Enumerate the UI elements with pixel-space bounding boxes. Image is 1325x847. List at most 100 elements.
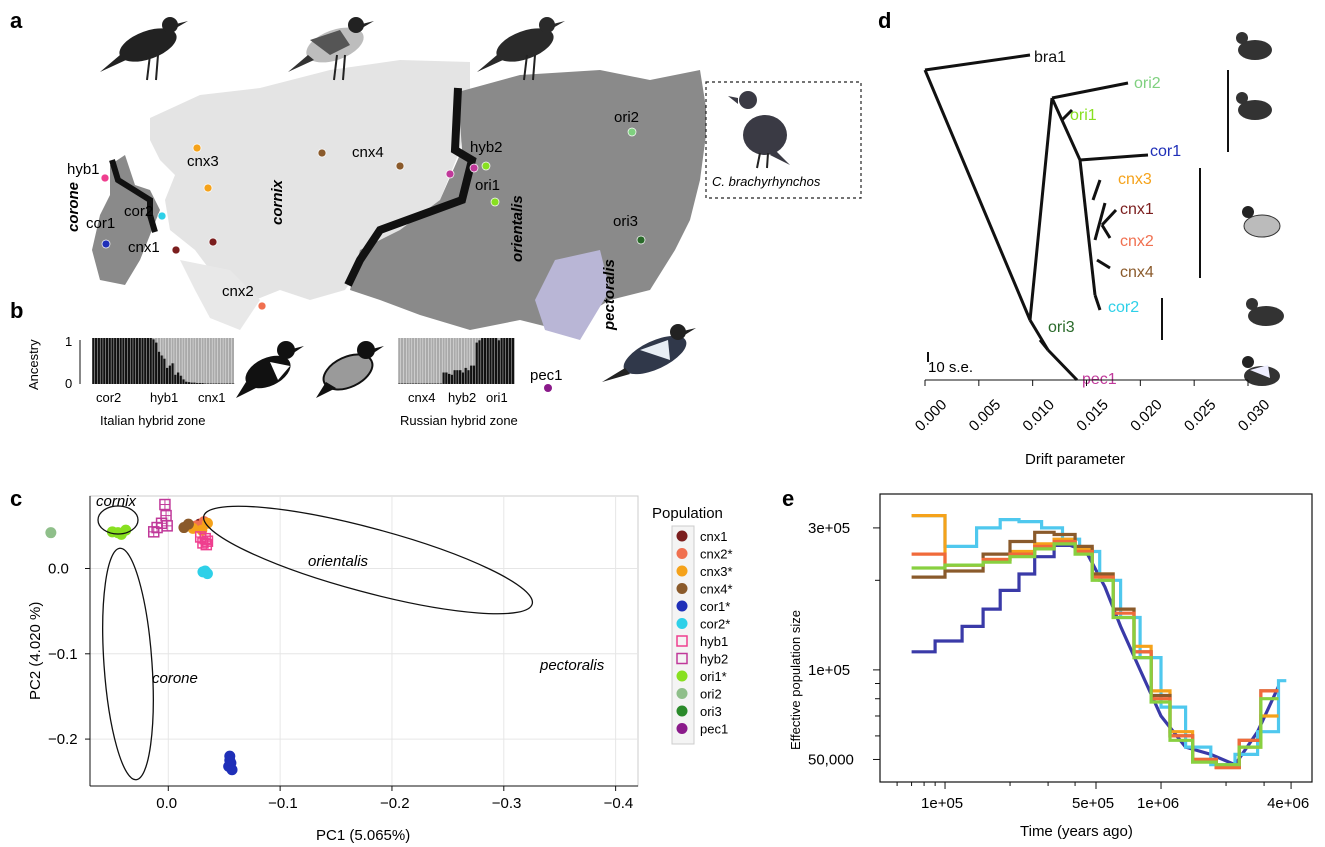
- ancestry-italian-bar: [163, 358, 167, 384]
- ancestry-russian-bar: [447, 373, 451, 384]
- map-site-cnx3: [192, 143, 202, 153]
- tree-clade-bars: [1161, 70, 1229, 340]
- branch-cor1: [1079, 153, 1149, 162]
- panel-c-pca: c cornix orientalis corone pectoralis 0.…: [10, 486, 733, 844]
- ancestry-russian-bar: [491, 338, 495, 384]
- psmc-ytick-label: 1e+05: [808, 662, 850, 679]
- pca-xtick-label: −0.3: [492, 795, 522, 812]
- crow-illustration-orientalis: [477, 17, 565, 81]
- ancestry-italian-bar: [130, 338, 134, 384]
- crow-illustration-pectoralis: [602, 324, 696, 382]
- tree-xtick-label: 0.010: [1019, 396, 1058, 435]
- pca-point-cor1: [224, 754, 236, 766]
- pca-legend-label: cnx4*: [700, 582, 733, 597]
- pca-legend-swatch: [676, 618, 688, 629]
- ancestry-russian-bar: [464, 367, 468, 384]
- pca-legend-swatch: [676, 583, 688, 594]
- pca-xtick-label: −0.1: [268, 795, 298, 812]
- psmc-axes: 1e+05 5e+05 1e+06 4e+06 3e+05 1e+05 50,000: [808, 520, 1309, 812]
- map-site-cor1: [101, 239, 111, 249]
- psmc-line-cor1: [911, 543, 1280, 767]
- ancestry-italian-bar: [201, 383, 205, 384]
- ancestry-italian-bar: [135, 338, 139, 384]
- map-label-ori1: ori1: [475, 177, 500, 194]
- tree-tips: bra1 ori2 ori1 cor1 cnx3 cnx1 cnx2 cnx4 cor2 ori3…: [1034, 49, 1181, 388]
- pca-axes: 0.0 −0.1 −0.2 −0.3 −0.4 0.0 −0.1 −0.2: [48, 496, 638, 812]
- panel-label-c: c: [10, 486, 22, 511]
- ancestry-russian-bar: [502, 338, 507, 384]
- pca-grid: [90, 496, 638, 786]
- pca-xtick-label: −0.4: [604, 795, 634, 812]
- ancestry-plot-russian: [397, 338, 515, 384]
- branch-bra1: [924, 53, 1031, 72]
- pca-legend-swatch: [676, 548, 688, 559]
- tree-tip-cnx2: cnx2: [1120, 233, 1154, 250]
- ancestry-italian-bar: [152, 339, 156, 384]
- ancestry-russian-title: Russian hybrid zone: [400, 413, 518, 428]
- map-site-ori1-2: [481, 161, 491, 171]
- tree-xtick-label: 0.025: [1181, 396, 1220, 435]
- pca-legend-label: hyb2: [700, 652, 728, 667]
- ancestry-russian-group-cnx4: cnx4: [408, 390, 435, 405]
- pca-ellipse-cornix: [97, 505, 139, 535]
- pca-ellipse-corone: [102, 547, 154, 781]
- tree-xtick-label: 0.005: [966, 396, 1005, 435]
- ancestry-italian-bar: [100, 338, 104, 384]
- tree-tip-cnx4: cnx4: [1120, 264, 1154, 281]
- ancestry-italian-bar: [146, 338, 150, 384]
- map-site-cnx1-2: [208, 237, 218, 247]
- ancestry-tick-1: 1: [65, 334, 72, 349]
- ancestry-italian-bar: [198, 383, 202, 384]
- pca-legend-swatch: [676, 705, 688, 717]
- ancestry-italian-bar: [179, 375, 183, 384]
- panel-label-d: d: [878, 8, 891, 33]
- ancestry-italian-bar: [97, 338, 101, 384]
- taxon-label-corone: corone: [65, 182, 82, 232]
- hybrid-zone-west: [109, 159, 158, 233]
- crow-icon-tree-5: [1242, 356, 1280, 386]
- ancestry-italian-bar: [111, 338, 115, 384]
- ancestry-russian-bar: [505, 338, 509, 384]
- branch-cor2: [1093, 294, 1102, 311]
- crow-icon-tree-3: [1242, 206, 1281, 238]
- tree-tip-bra1: bra1: [1034, 49, 1066, 66]
- ancestry-russian-bar: [508, 338, 512, 384]
- branch-cnx4: [1096, 258, 1111, 270]
- ancestry-italian-bar: [195, 383, 199, 384]
- psmc-line-cnx3: [911, 514, 1279, 770]
- map-site-cnx4-2: [395, 161, 405, 171]
- ancestry-italian-bar: [108, 338, 112, 384]
- ancestry-italian-bar: [165, 367, 169, 384]
- ancestry-italian-bar: [138, 338, 142, 384]
- panel-label-b: b: [10, 298, 23, 323]
- crow-illustration-cornix: [288, 17, 374, 81]
- ancestry-italian-bar: [176, 372, 180, 384]
- tree-tip-ori3: ori3: [1048, 319, 1075, 336]
- tree-xtick-label: 0.000: [912, 396, 951, 435]
- ancestry-italian-bar: [171, 363, 175, 384]
- map-site-cnx3-2: [203, 183, 213, 193]
- pca-point-cor1: [226, 764, 238, 776]
- ancestry-italian-bar: [122, 338, 126, 384]
- pca-xlabel: PC1 (5.065%): [316, 827, 410, 844]
- branch-pec1: [1046, 348, 1079, 382]
- ancestry-italian-bar: [116, 338, 120, 384]
- pca-legend: cnx1 cnx2* cnx3* cnx4* cor1* cor2* hyb1 hyb2 ori…: [671, 525, 733, 745]
- pca-point-ori2: [45, 527, 57, 539]
- ancestry-russian-bar: [511, 338, 515, 384]
- panel-b-ancestry: b Ancestry 1 0 cor2 hyb1 cnx1 Italian hy…: [10, 298, 696, 428]
- pca-ellipse-orientalis: [202, 505, 534, 615]
- ancestry-russian-bar: [480, 338, 484, 384]
- psmc-xlabel: Time (years ago): [1020, 823, 1133, 840]
- ancestry-italian-bar: [154, 342, 158, 384]
- psmc-ylabel: Effective population size: [788, 610, 803, 750]
- map-site-cnx2: [257, 301, 267, 311]
- range-pectoralis: [535, 250, 610, 340]
- branch-ori1: [1060, 108, 1074, 122]
- map-site-hyb2-2: [445, 169, 455, 179]
- tree-tip-ori2: ori2: [1134, 75, 1161, 92]
- ancestry-italian-bar: [160, 355, 164, 384]
- ancestry-italian-bar: [113, 338, 117, 384]
- map-site-cnx4: [317, 148, 327, 158]
